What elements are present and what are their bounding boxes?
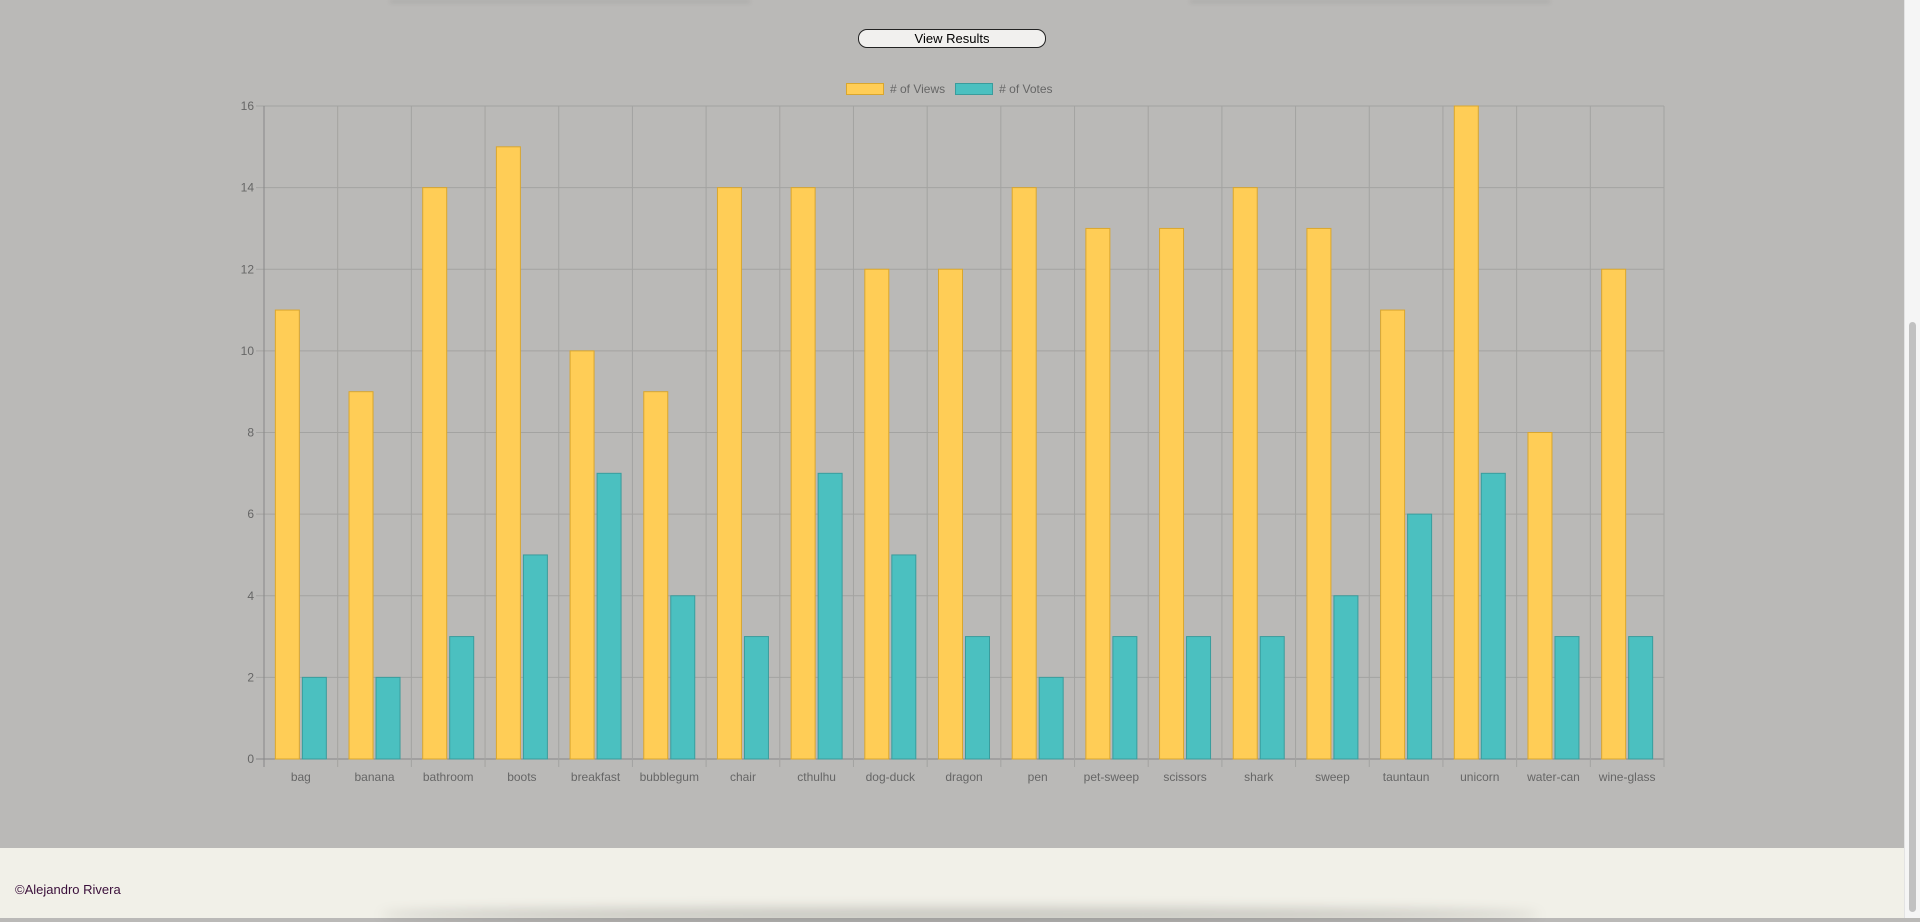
top-shadow-left xyxy=(390,0,750,3)
bar-votes[interactable] xyxy=(1186,636,1212,760)
bar-votes[interactable] xyxy=(1038,676,1064,760)
view-results-button[interactable]: View Results xyxy=(858,29,1046,48)
bar-views[interactable] xyxy=(274,309,300,760)
bar-views[interactable] xyxy=(790,187,816,760)
bar-votes[interactable] xyxy=(1480,472,1506,760)
y-tick-label: 16 xyxy=(241,99,255,113)
bar-votes[interactable] xyxy=(522,554,548,760)
legend-swatch-votes xyxy=(955,83,994,95)
top-shadow-right xyxy=(1190,0,1550,3)
bar-votes[interactable] xyxy=(1259,636,1285,760)
bar-votes[interactable] xyxy=(965,636,990,760)
bar-views[interactable] xyxy=(864,268,890,760)
y-tick-label: 6 xyxy=(247,507,254,521)
y-tick-label: 0 xyxy=(247,752,254,766)
x-tick-label: water-can xyxy=(1526,770,1580,784)
x-tick-label: chair xyxy=(730,770,756,784)
chart-legend: # of Views # of Votes xyxy=(846,82,1063,96)
bar-votes[interactable] xyxy=(596,472,622,760)
bar-votes[interactable] xyxy=(1333,595,1359,760)
y-tick-label: 12 xyxy=(241,262,255,276)
x-tick-label: wine-glass xyxy=(1598,770,1656,784)
bar-views[interactable] xyxy=(1011,187,1037,760)
x-tick-label: dragon xyxy=(945,770,982,784)
footer-copyright: ©Alejandro Rivera xyxy=(15,882,121,897)
bar-votes[interactable] xyxy=(301,676,327,760)
x-tick-label: dog-duck xyxy=(866,770,916,784)
x-tick-label: boots xyxy=(507,770,536,784)
footer-shadow xyxy=(380,908,1540,922)
bar-votes[interactable] xyxy=(1554,636,1580,760)
x-tick-label: breakfast xyxy=(571,770,621,784)
bar-views[interactable] xyxy=(1527,432,1553,760)
x-tick-label: banana xyxy=(355,770,395,784)
bar-votes[interactable] xyxy=(670,595,696,760)
legend-swatch-views xyxy=(846,83,884,95)
x-tick-label: tauntaun xyxy=(1383,770,1430,784)
x-tick-label: shark xyxy=(1244,770,1274,784)
bar-views[interactable] xyxy=(422,187,448,760)
x-tick-label: unicorn xyxy=(1460,770,1499,784)
x-tick-label: bathroom xyxy=(423,770,474,784)
y-tick-label: 4 xyxy=(247,589,254,603)
bar-votes[interactable] xyxy=(743,636,769,760)
bar-votes[interactable] xyxy=(1112,636,1138,760)
x-tick-label: pen xyxy=(1028,770,1048,784)
bar-views[interactable] xyxy=(1453,105,1479,760)
y-tick-label: 8 xyxy=(247,426,254,440)
legend-item-views[interactable]: # of Views xyxy=(846,82,945,96)
bar-views[interactable] xyxy=(643,391,669,760)
x-tick-label: scissors xyxy=(1163,770,1206,784)
x-tick-label: cthulhu xyxy=(797,770,836,784)
views-votes-bar-chart: 0 2 4 6 8 10 12 14 16 bag banana bathroom boots break… xyxy=(241,99,1665,784)
bar-votes[interactable] xyxy=(891,554,917,760)
bar-views[interactable] xyxy=(495,146,521,760)
footer xyxy=(0,848,1904,918)
bar-views[interactable] xyxy=(348,391,374,760)
bar-votes[interactable] xyxy=(817,472,843,760)
bar-views[interactable] xyxy=(1085,227,1111,760)
x-tick-label: bubblegum xyxy=(640,770,699,784)
y-tick-label: 14 xyxy=(241,181,255,195)
y-tick-label: 2 xyxy=(247,670,254,684)
bar-votes[interactable] xyxy=(449,636,475,760)
bar-views[interactable] xyxy=(938,268,963,760)
bar-views[interactable] xyxy=(1232,187,1258,760)
bar-votes[interactable] xyxy=(1628,636,1654,760)
bar-votes[interactable] xyxy=(375,676,401,760)
bar-views[interactable] xyxy=(1380,309,1406,760)
bar-votes[interactable] xyxy=(1407,513,1433,760)
x-tick-label: pet-sweep xyxy=(1084,770,1140,784)
bar-views[interactable] xyxy=(1306,227,1332,760)
bar-views[interactable] xyxy=(1159,227,1185,760)
bar-views[interactable] xyxy=(716,187,742,760)
legend-label-views: # of Views xyxy=(890,82,946,96)
scrollbar-thumb[interactable] xyxy=(1909,322,1916,912)
x-tick-label: sweep xyxy=(1315,770,1350,784)
y-tick-label: 10 xyxy=(241,344,255,358)
legend-label-votes: # of Votes xyxy=(999,82,1053,96)
bar-views[interactable] xyxy=(569,350,595,760)
x-tick-label: bag xyxy=(291,770,311,784)
bar-views[interactable] xyxy=(1601,268,1627,760)
legend-item-votes[interactable]: # of Votes xyxy=(955,82,1053,96)
